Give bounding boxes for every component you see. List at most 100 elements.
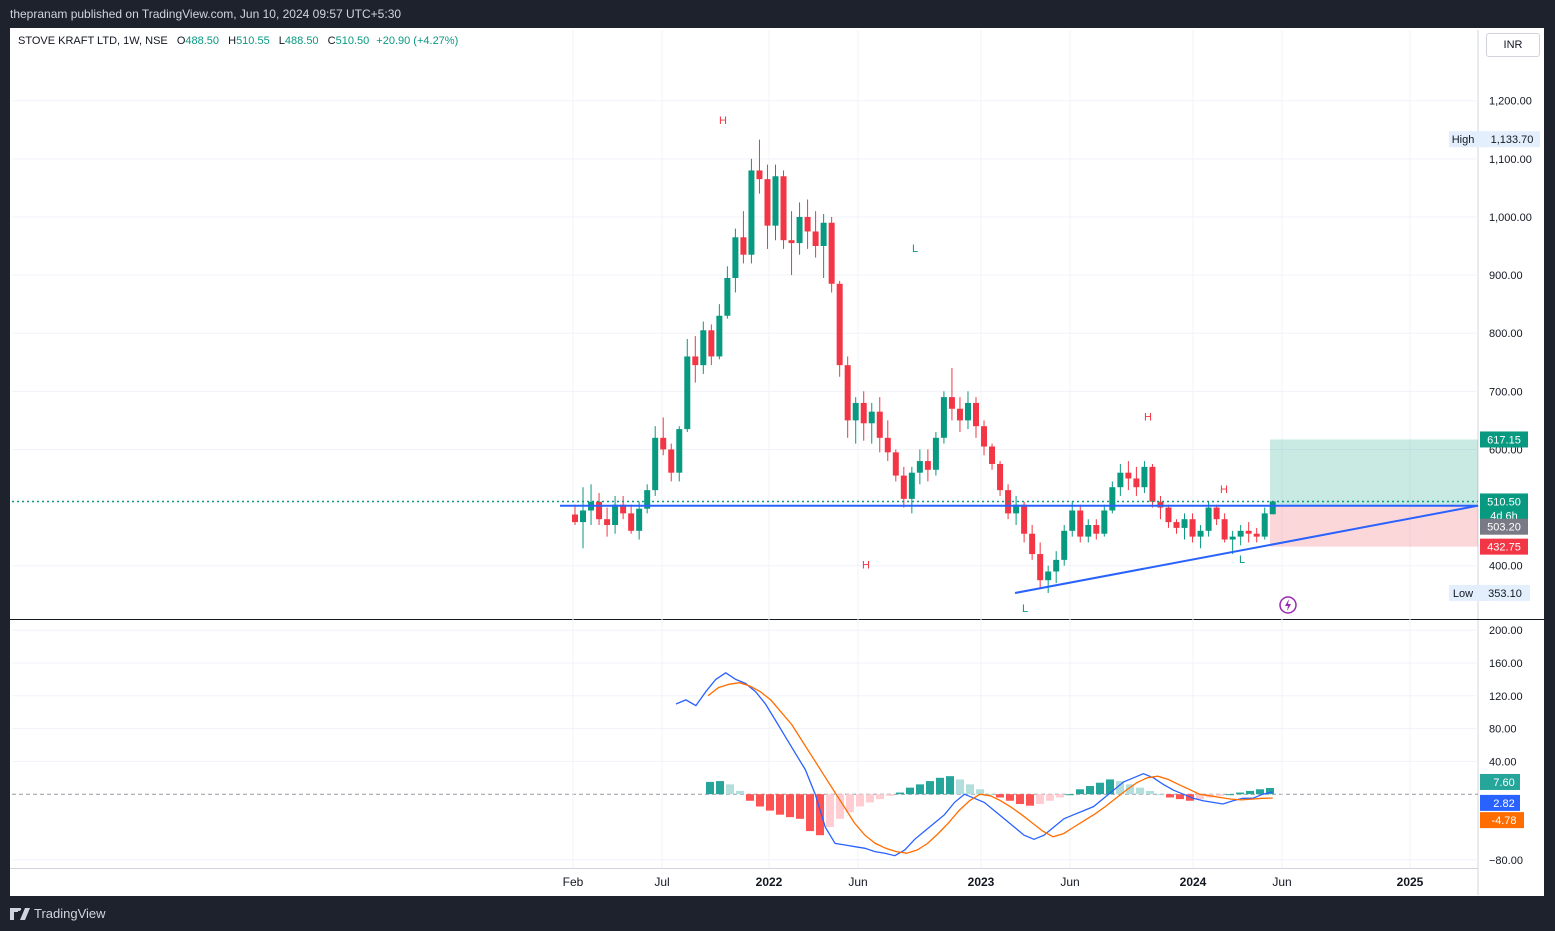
last-price-tag: 510.50 bbox=[1487, 496, 1521, 508]
macd-histogram-bar bbox=[1046, 794, 1054, 801]
candle-body bbox=[1261, 513, 1268, 537]
macd-histogram-bar bbox=[1026, 794, 1034, 806]
candle-body bbox=[580, 510, 587, 523]
candle-body bbox=[868, 411, 875, 424]
chart-frame[interactable] bbox=[10, 28, 1544, 896]
macd-histogram-bar bbox=[856, 794, 864, 807]
time-tick-label: 2022 bbox=[756, 875, 783, 889]
rising-trendline bbox=[1014, 504, 1479, 594]
candle-body bbox=[989, 446, 996, 464]
macd-histogram-bar bbox=[776, 794, 784, 815]
macd-histogram-bar bbox=[996, 794, 1004, 798]
time-tick-label: Jul bbox=[654, 875, 669, 889]
macd-histogram-bar bbox=[736, 790, 744, 795]
open-label: O bbox=[176, 35, 186, 47]
macd-histogram-bar bbox=[1076, 789, 1084, 795]
candle-body bbox=[1237, 530, 1244, 537]
macd-tick-label: 80.00 bbox=[1489, 724, 1517, 736]
candle-body bbox=[916, 461, 923, 473]
change-value: +20.90 (+4.27%) bbox=[376, 35, 459, 47]
pattern-label: L bbox=[912, 243, 918, 255]
high-value-bg bbox=[1480, 131, 1540, 148]
candle-body bbox=[1117, 472, 1124, 488]
candle-body bbox=[732, 237, 739, 278]
signal-value-tag-bg bbox=[1480, 812, 1524, 829]
time-tick-label: 2024 bbox=[1180, 875, 1207, 889]
macd-histogram-bar bbox=[1196, 794, 1204, 800]
macd-histogram-bar bbox=[766, 794, 774, 811]
macd-tick-label: 40.00 bbox=[1489, 756, 1517, 768]
candle-body bbox=[981, 426, 988, 447]
time-tick-label: 2025 bbox=[1397, 875, 1424, 889]
macd-histogram-bar bbox=[1136, 787, 1144, 795]
candle-body bbox=[828, 222, 835, 284]
candle-body bbox=[628, 513, 635, 531]
macd-histogram-bar bbox=[1016, 794, 1024, 805]
flash-event-icon bbox=[1279, 596, 1297, 614]
macd-histogram-bar bbox=[906, 787, 914, 795]
pattern-label: H bbox=[1144, 411, 1152, 423]
candle-body bbox=[740, 237, 747, 255]
candle-body bbox=[1109, 487, 1116, 511]
target-zone bbox=[1270, 439, 1478, 506]
low-value: 353.10 bbox=[1488, 588, 1522, 600]
macd-histogram-bar bbox=[1126, 784, 1134, 795]
macd-histogram-bar bbox=[866, 794, 874, 803]
candle-body bbox=[1077, 510, 1084, 537]
candle-body bbox=[956, 408, 963, 421]
candle-body bbox=[804, 216, 811, 232]
high-value: 510.55 bbox=[236, 35, 270, 47]
tradingview-logo-icon bbox=[10, 907, 30, 920]
macd-histogram-bar bbox=[826, 794, 834, 827]
macd-histogram-bar bbox=[1226, 794, 1234, 796]
candle-body bbox=[860, 402, 867, 424]
macd-tick-label: −80.00 bbox=[1489, 855, 1523, 867]
macd-line bbox=[675, 672, 1273, 857]
time-tick-label: Jun bbox=[1272, 875, 1291, 889]
footer-bar: TradingView bbox=[0, 896, 1555, 931]
macd-histogram-bar bbox=[1246, 790, 1254, 795]
candle-body bbox=[644, 490, 651, 509]
candle-body bbox=[1029, 533, 1036, 555]
low-value-bg bbox=[1480, 584, 1530, 601]
candle-body bbox=[1093, 525, 1100, 534]
candle-body bbox=[1269, 501, 1276, 515]
macd-histogram-bar bbox=[956, 779, 964, 795]
candle-body bbox=[620, 504, 627, 514]
macd-value-tag: 2.82 bbox=[1493, 798, 1514, 810]
price-tick-label: 400.00 bbox=[1489, 561, 1523, 573]
candle-body bbox=[932, 437, 939, 470]
macd-histogram-bar bbox=[1216, 794, 1224, 796]
pattern-label: H bbox=[719, 115, 727, 127]
price-tick-label: 900.00 bbox=[1489, 270, 1523, 282]
macd-histogram-bar bbox=[946, 776, 954, 795]
macd-histogram-tag: 7.60 bbox=[1493, 777, 1514, 789]
low-label-bg bbox=[1449, 584, 1489, 601]
pattern-label: L bbox=[1022, 603, 1028, 615]
macd-histogram-bar bbox=[716, 781, 724, 795]
macd-signal-line bbox=[707, 682, 1273, 854]
tradingview-logo[interactable]: TradingView bbox=[10, 906, 106, 921]
low-value: 488.50 bbox=[284, 35, 319, 47]
candle-body bbox=[716, 315, 723, 357]
macd-histogram-bar bbox=[1176, 794, 1184, 800]
macd-histogram-tag-bg bbox=[1480, 773, 1520, 790]
time-tick-label: Jun bbox=[848, 875, 867, 889]
candle-body bbox=[668, 449, 675, 473]
target-price-tag-bg bbox=[1480, 431, 1528, 448]
stop-price-tag-bg bbox=[1480, 538, 1528, 555]
macd-histogram-bar bbox=[726, 784, 734, 795]
macd-histogram-bar bbox=[1106, 779, 1114, 795]
currency-button[interactable]: INR bbox=[1486, 33, 1540, 57]
candle-body bbox=[660, 437, 667, 450]
candle-body bbox=[884, 437, 891, 453]
close-value: 510.50 bbox=[335, 35, 370, 47]
candle-body bbox=[1181, 519, 1188, 528]
candle-body bbox=[636, 508, 643, 531]
candle-body bbox=[1173, 522, 1180, 528]
candle-body bbox=[1205, 507, 1212, 531]
candle-body bbox=[852, 402, 859, 421]
candle-body bbox=[788, 240, 795, 244]
symbol-title[interactable]: STOVE KRAFT LTD, 1W, NSE bbox=[18, 35, 168, 47]
